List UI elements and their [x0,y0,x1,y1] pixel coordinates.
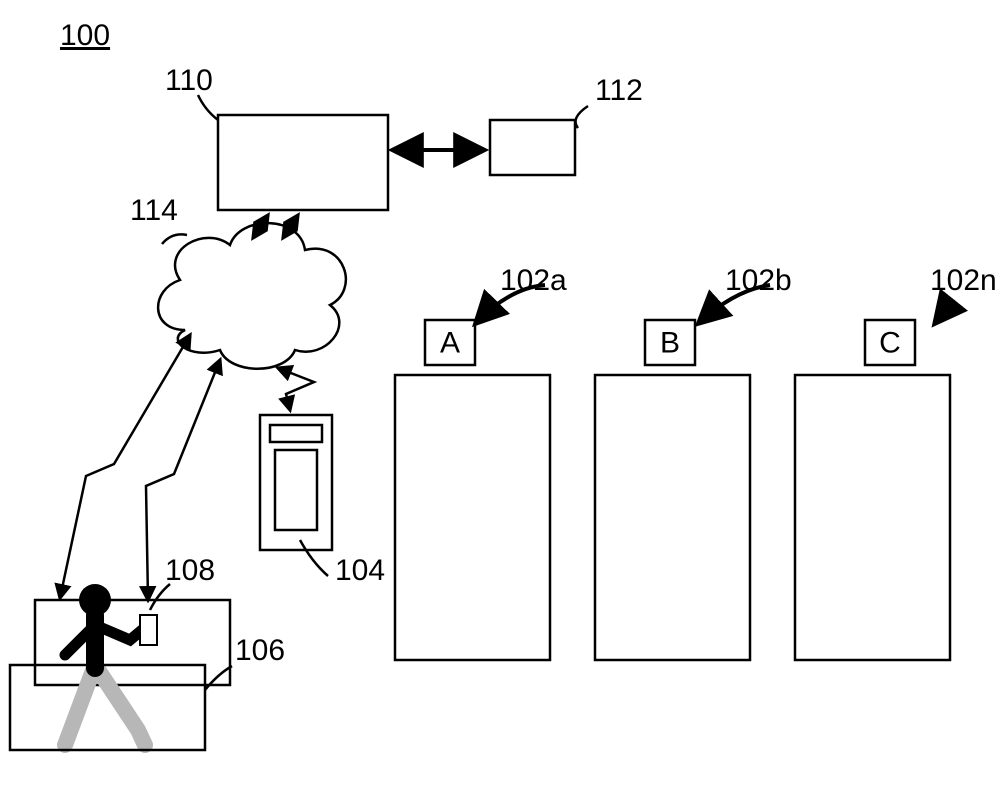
ref-entry: 106 [235,634,285,667]
store-box-b [595,375,750,660]
database-box [490,120,575,175]
lead-line [300,540,328,576]
patent-figure: 100 110 112 114 104 106 108 A B C 102a 102b 102n [0,0,1000,789]
ref-db: 112 [595,74,643,107]
ref-store-b: 102b [725,264,792,297]
pointer-arrow [936,300,948,322]
lead-line [205,666,232,690]
lead-line [150,584,170,610]
store-label-c: C [879,326,901,359]
store-label-b: B [660,326,680,359]
server-box [218,115,388,210]
link-arrow [253,215,268,238]
store-box-a [395,375,550,660]
ref-system: 100 [60,19,110,52]
lead-line [198,95,218,120]
ref-kiosk: 104 [335,554,385,587]
ref-store-a: 102a [500,264,567,297]
store-label-a: A [440,326,460,359]
lead-line [162,234,187,244]
store-box-c [795,375,950,660]
ref-store-c: 102n [930,264,997,297]
lead-line [576,106,588,128]
mobile-device-icon [140,615,157,645]
ref-device: 108 [165,554,215,587]
ref-server: 110 [165,64,213,97]
ref-cloud: 114 [130,194,178,227]
cloud-icon [158,223,346,369]
wireless-arrow [278,368,314,410]
